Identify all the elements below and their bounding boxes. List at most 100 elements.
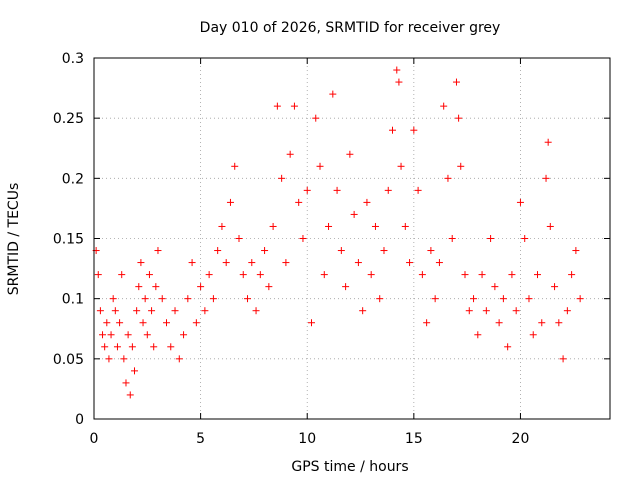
data-point — [563, 307, 571, 315]
data-point — [141, 295, 149, 303]
data-point — [572, 247, 580, 255]
data-point — [256, 271, 264, 279]
data-point — [205, 271, 213, 279]
data-point — [333, 186, 341, 194]
x-axis-label: GPS time / hours — [291, 459, 408, 475]
data-point — [307, 319, 315, 327]
data-point — [423, 319, 431, 327]
data-point — [139, 319, 147, 327]
data-point — [380, 247, 388, 255]
data-point — [529, 331, 537, 339]
data-point — [397, 162, 405, 170]
data-point — [431, 295, 439, 303]
data-point — [128, 343, 136, 351]
data-point — [131, 367, 139, 375]
data-point — [171, 307, 179, 315]
x-tick-label: 0 — [90, 431, 99, 447]
data-point — [325, 222, 333, 230]
data-point — [487, 235, 495, 242]
y-tick-label: 0.05 — [53, 352, 84, 368]
data-point — [201, 307, 209, 315]
data-point — [461, 271, 469, 279]
data-point — [457, 162, 465, 170]
data-point — [126, 391, 134, 399]
data-point — [478, 271, 486, 279]
data-point — [295, 198, 303, 206]
data-point — [239, 271, 247, 279]
data-point — [470, 295, 478, 303]
data-point — [538, 319, 546, 327]
x-tick-label: 5 — [196, 431, 205, 447]
data-point — [440, 102, 448, 110]
points-layer — [92, 66, 584, 399]
data-point — [278, 174, 286, 182]
data-point — [150, 343, 158, 351]
data-point — [248, 259, 256, 267]
data-point — [414, 186, 422, 194]
ticks-layer: 0 0.05 0.1 0.15 0.2 0.25 0.3 0 5 10 15 20 — [53, 51, 610, 447]
data-point — [290, 102, 298, 110]
data-point — [401, 222, 409, 230]
data-point — [376, 295, 384, 303]
data-point — [107, 331, 115, 339]
data-point — [269, 222, 277, 230]
data-point — [148, 307, 156, 315]
data-point — [354, 259, 362, 267]
data-point — [145, 271, 153, 279]
y-tick-label: 0.25 — [53, 111, 84, 127]
data-point — [329, 90, 337, 98]
data-point — [154, 247, 162, 255]
data-point — [427, 247, 435, 255]
grid-layer — [94, 58, 610, 419]
data-point — [452, 78, 460, 86]
data-point — [395, 78, 403, 86]
data-point — [99, 331, 107, 339]
data-point — [175, 355, 183, 363]
data-point — [350, 210, 358, 218]
data-point — [444, 174, 452, 182]
data-point — [337, 247, 345, 255]
data-point — [286, 150, 294, 158]
y-axis-label: SRMTID / TECUs — [6, 183, 22, 296]
data-point — [265, 283, 273, 291]
data-point — [209, 295, 217, 303]
data-point — [576, 295, 584, 303]
chart-title: Day 010 of 2026, SRMTID for receiver gre… — [200, 20, 501, 36]
data-point — [299, 235, 307, 242]
y-tick-label: 0.15 — [53, 232, 84, 248]
data-point — [137, 259, 145, 267]
data-point — [555, 319, 563, 327]
data-point — [542, 174, 550, 182]
data-point — [346, 150, 354, 158]
data-point — [363, 198, 371, 206]
data-point — [410, 126, 418, 134]
data-point — [218, 222, 226, 230]
data-point — [367, 271, 375, 279]
data-point — [109, 295, 117, 303]
data-point — [359, 307, 367, 315]
data-point — [180, 331, 188, 339]
data-point — [120, 355, 128, 363]
data-point — [406, 259, 414, 267]
data-point — [320, 271, 328, 279]
data-point — [116, 319, 124, 327]
data-point — [491, 283, 499, 291]
data-point — [214, 247, 222, 255]
data-point — [482, 307, 490, 315]
data-point — [158, 295, 166, 303]
data-point — [521, 235, 529, 242]
data-point — [143, 331, 151, 339]
data-point — [435, 259, 443, 267]
data-point — [122, 379, 130, 387]
data-point — [282, 259, 290, 267]
data-point — [312, 114, 320, 122]
data-point — [559, 355, 567, 363]
data-point — [184, 295, 192, 303]
data-point — [152, 283, 160, 291]
data-point — [546, 222, 554, 230]
data-point — [244, 295, 252, 303]
data-point — [273, 102, 281, 110]
x-tick-label: 20 — [512, 431, 530, 447]
data-point — [192, 319, 200, 327]
